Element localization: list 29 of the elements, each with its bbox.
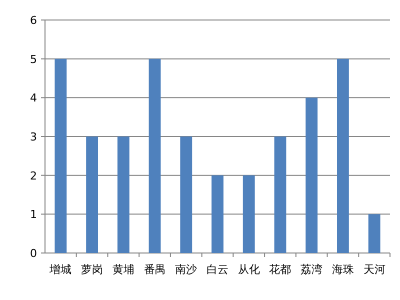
y-tick-label: 3 — [30, 130, 37, 144]
y-tick-label: 4 — [30, 92, 37, 105]
x-tick-label: 南沙 — [175, 263, 198, 276]
y-tick-label: 0 — [30, 247, 37, 260]
bar — [86, 136, 98, 253]
y-tick-label: 6 — [30, 14, 37, 27]
x-tick-label: 从化 — [238, 263, 260, 276]
bar — [274, 136, 286, 253]
bar — [242, 175, 255, 253]
y-tick-label: 2 — [30, 169, 37, 182]
bar — [212, 175, 224, 253]
x-tick-label: 黄埔 — [112, 263, 134, 276]
x-tick-label: 番禺 — [144, 263, 166, 276]
bar — [336, 58, 349, 253]
bar — [148, 58, 161, 253]
bar — [368, 214, 380, 253]
bar — [306, 98, 318, 253]
x-tick-label: 花都 — [269, 263, 292, 276]
x-tick-label: 天河 — [363, 263, 386, 276]
bar — [117, 136, 130, 253]
y-tick-label: 5 — [30, 52, 37, 66]
x-tick-label: 荔湾 — [300, 263, 323, 276]
y-tick-label: 1 — [30, 208, 37, 222]
x-tick-label: 白云 — [206, 263, 228, 276]
x-tick-label: 海珠 — [332, 263, 354, 276]
bar — [180, 136, 192, 253]
bar — [54, 58, 67, 253]
x-tick-label: 萝岗 — [81, 263, 104, 276]
x-tick-label: 增城 — [48, 263, 72, 276]
